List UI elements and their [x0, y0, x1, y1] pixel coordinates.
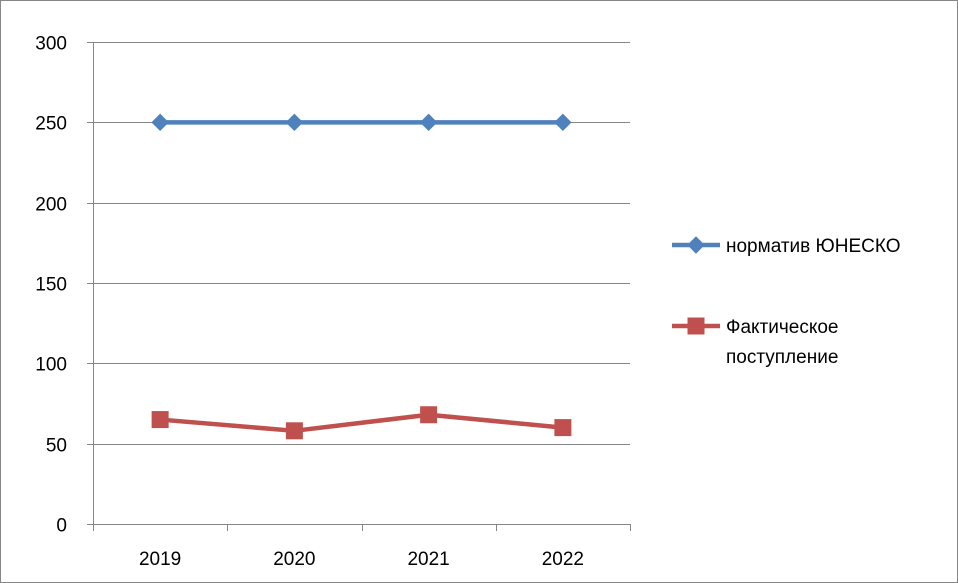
y-tick-label: 100 — [35, 355, 67, 376]
y-tick-label: 250 — [35, 114, 67, 135]
y-tick-label: 300 — [35, 34, 67, 55]
x-tick-label: 2020 — [273, 549, 315, 570]
legend-label: Фактическое поступление — [726, 317, 838, 368]
y-tick-labels: 0 50 100 150 200 250 300 — [35, 34, 67, 537]
legend-label-line: Фактическое — [726, 317, 838, 338]
data-point — [554, 419, 572, 437]
legend: норматив ЮНЕСКО Фактическое поступление — [672, 236, 900, 368]
legend-swatch-marker — [687, 317, 705, 335]
data-point — [151, 113, 169, 132]
data-point — [420, 406, 438, 424]
data-point — [419, 113, 438, 132]
series-line-1 — [159, 412, 564, 434]
x-tick-labels: 2019 2020 2021 2022 — [139, 549, 584, 570]
axes — [87, 42, 631, 531]
y-tick-label: 50 — [46, 436, 67, 457]
y-tick-label: 200 — [35, 195, 67, 216]
data-point — [554, 113, 572, 132]
y-tick-label: 150 — [35, 275, 67, 296]
y-tick-label: 0 — [56, 516, 67, 537]
legend-label-line: поступление — [726, 347, 838, 368]
data-point — [285, 422, 303, 440]
data-point — [151, 411, 169, 429]
legend-swatch-marker — [687, 236, 705, 254]
legend-label-line: норматив ЮНЕСКО — [726, 236, 900, 257]
data-point — [285, 113, 304, 132]
x-tick-label: 2021 — [407, 549, 449, 570]
x-tick-label: 2019 — [139, 549, 181, 570]
legend-label: норматив ЮНЕСКО — [726, 236, 900, 257]
series — [151, 113, 572, 440]
x-tick-label: 2022 — [542, 549, 584, 570]
